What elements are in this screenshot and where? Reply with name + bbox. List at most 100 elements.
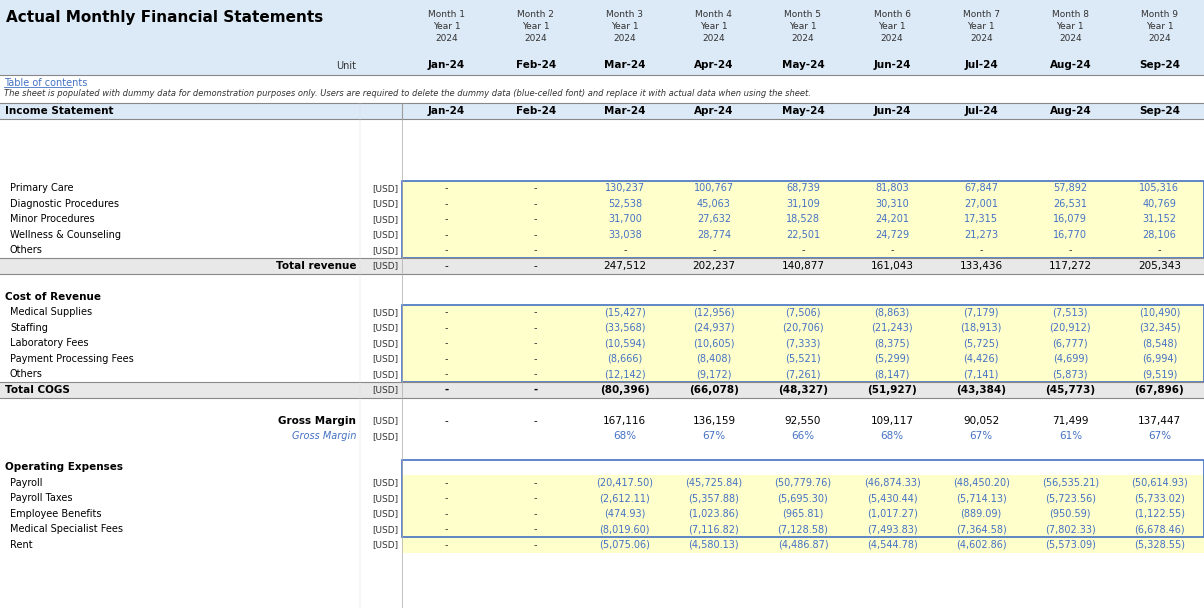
Bar: [0, 320, 1204, 336]
Text: (67,896): (67,896): [1134, 385, 1185, 395]
Text: (8,019.60): (8,019.60): [600, 524, 650, 534]
Text: Laboratory Fees: Laboratory Fees: [10, 338, 89, 348]
Text: (48,327): (48,327): [778, 385, 828, 395]
Text: -: -: [444, 338, 448, 348]
Text: Payroll: Payroll: [10, 478, 42, 488]
Bar: [402, 506, 1204, 522]
Text: (10,594): (10,594): [604, 338, 645, 348]
Text: -: -: [444, 261, 448, 271]
Text: 140,877: 140,877: [781, 261, 825, 271]
Bar: [402, 336, 1204, 351]
Text: [USD]: [USD]: [372, 432, 399, 441]
Bar: [0, 367, 1204, 382]
Text: Year 1: Year 1: [878, 22, 905, 31]
Text: Feb-24: Feb-24: [515, 60, 556, 70]
Text: (7,333): (7,333): [785, 338, 821, 348]
Text: -: -: [533, 199, 537, 209]
Text: (8,666): (8,666): [607, 354, 643, 364]
Text: 16,079: 16,079: [1054, 214, 1087, 224]
Bar: [0, 398, 1204, 413]
Text: -: -: [533, 261, 537, 271]
Text: Jul-24: Jul-24: [964, 106, 998, 116]
Text: (474.93): (474.93): [604, 509, 645, 519]
Text: Payroll Taxes: Payroll Taxes: [10, 493, 72, 503]
Text: Year 1: Year 1: [967, 22, 995, 31]
Text: -: -: [533, 338, 537, 348]
Bar: [0, 227, 1204, 243]
Text: (8,863): (8,863): [874, 307, 910, 317]
Text: (7,179): (7,179): [963, 307, 999, 317]
Text: [USD]: [USD]: [372, 246, 399, 255]
Text: Wellness & Counseling: Wellness & Counseling: [10, 230, 120, 240]
Bar: [0, 305, 1204, 320]
Text: 247,512: 247,512: [603, 261, 647, 271]
Bar: [0, 181, 1204, 196]
Text: 24,201: 24,201: [875, 214, 909, 224]
Text: -: -: [444, 354, 448, 364]
Text: Feb-24: Feb-24: [515, 106, 556, 116]
Text: 33,038: 33,038: [608, 230, 642, 240]
Text: (48,450.20): (48,450.20): [952, 478, 1010, 488]
Text: (7,506): (7,506): [785, 307, 821, 317]
Text: (7,493.83): (7,493.83): [867, 524, 917, 534]
Text: -: -: [444, 540, 448, 550]
Text: Month 9: Month 9: [1141, 10, 1178, 19]
Bar: [0, 258, 1204, 274]
Bar: [402, 475, 1204, 491]
Bar: [402, 305, 1204, 320]
Text: Year 1: Year 1: [1146, 22, 1173, 31]
Text: 136,159: 136,159: [692, 416, 736, 426]
Text: [USD]: [USD]: [372, 494, 399, 503]
Text: (12,956): (12,956): [694, 307, 734, 317]
Bar: [0, 382, 1204, 398]
Text: (5,299): (5,299): [874, 354, 910, 364]
Text: (8,548): (8,548): [1141, 338, 1178, 348]
Text: Table of contents: Table of contents: [4, 78, 88, 88]
Text: -: -: [533, 183, 537, 193]
Text: 117,272: 117,272: [1049, 261, 1092, 271]
Text: [USD]: [USD]: [372, 308, 399, 317]
Text: Month 7: Month 7: [963, 10, 999, 19]
Text: (50,779.76): (50,779.76): [774, 478, 832, 488]
Text: Others: Others: [10, 245, 43, 255]
Text: -: -: [444, 509, 448, 519]
Bar: [0, 134, 1204, 150]
Text: [USD]: [USD]: [372, 510, 399, 518]
Text: Month 8: Month 8: [1052, 10, 1088, 19]
Text: (1,122.55): (1,122.55): [1134, 509, 1185, 519]
Text: 24,729: 24,729: [875, 230, 909, 240]
Text: 81,803: 81,803: [875, 183, 909, 193]
Text: 26,531: 26,531: [1054, 199, 1087, 209]
Text: 68,739: 68,739: [786, 183, 820, 193]
Text: Apr-24: Apr-24: [695, 106, 733, 116]
Text: (8,375): (8,375): [874, 338, 910, 348]
Text: (6,994): (6,994): [1141, 354, 1178, 364]
Text: Month 6: Month 6: [874, 10, 910, 19]
Text: (5,075.06): (5,075.06): [600, 540, 650, 550]
Text: (950.59): (950.59): [1050, 509, 1091, 519]
Text: -: -: [444, 493, 448, 503]
Text: (45,773): (45,773): [1045, 385, 1096, 395]
Bar: [0, 429, 1204, 444]
Text: (12,142): (12,142): [604, 369, 645, 379]
Bar: [402, 243, 1204, 258]
Text: Month 2: Month 2: [518, 10, 554, 19]
Text: (46,874.33): (46,874.33): [863, 478, 921, 488]
Text: 31,152: 31,152: [1143, 214, 1176, 224]
Text: [USD]: [USD]: [372, 354, 399, 363]
Text: 2024: 2024: [792, 34, 814, 43]
Text: (45,725.84): (45,725.84): [685, 478, 743, 488]
Text: Payment Processing Fees: Payment Processing Fees: [10, 354, 134, 364]
Text: (20,417.50): (20,417.50): [596, 478, 654, 488]
Text: -: -: [533, 478, 537, 488]
Bar: [0, 460, 1204, 475]
Text: (21,243): (21,243): [872, 323, 913, 333]
Text: (5,873): (5,873): [1052, 369, 1088, 379]
Text: Jun-24: Jun-24: [873, 106, 911, 116]
Text: -: -: [533, 540, 537, 550]
Bar: [0, 0, 1204, 75]
Bar: [402, 537, 1204, 553]
Text: 137,447: 137,447: [1138, 416, 1181, 426]
Text: Mar-24: Mar-24: [604, 60, 645, 70]
Bar: [0, 196, 1204, 212]
